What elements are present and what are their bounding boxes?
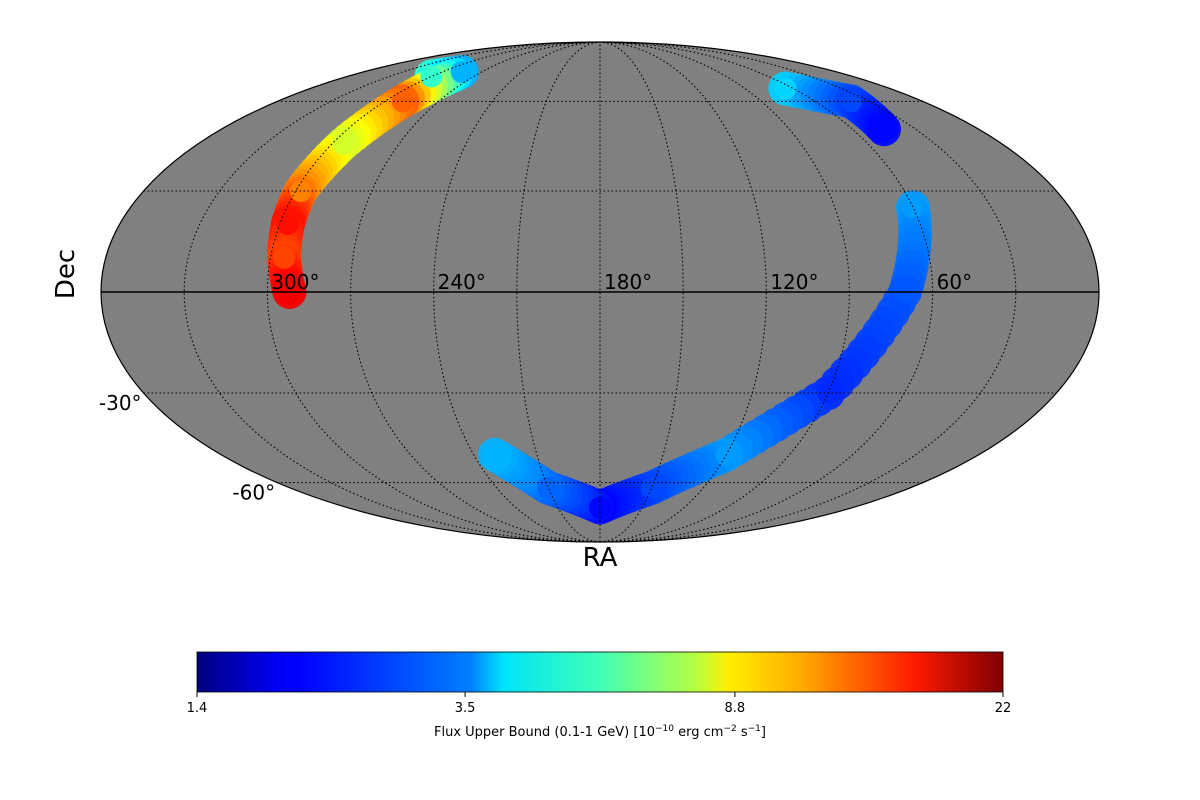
ra-tick-label: 240°	[438, 270, 486, 294]
ra-tick-label: 60°	[937, 270, 972, 294]
flux-point	[537, 476, 560, 499]
flux-point	[450, 60, 473, 83]
flux-point	[273, 246, 296, 269]
meridian-line	[599, 41, 767, 543]
colorbar-label: Flux Upper Bound (0.1-1 GeV) [10−10 erg …	[434, 724, 766, 740]
dec-tick-label: -60°	[232, 481, 275, 505]
colorbar-tick-label: 1.4	[187, 701, 208, 716]
x-axis-title: RA	[583, 543, 618, 573]
flux-point	[391, 90, 414, 113]
ra-tick-labels: 300° 240° 180° 120° 60°	[271, 270, 972, 294]
ra-tick-label: 300°	[271, 270, 319, 294]
flux-point	[589, 496, 611, 519]
colorbar	[196, 651, 1004, 693]
flux-point	[873, 118, 896, 141]
flux-point	[902, 196, 925, 219]
colorbar-tick-label: 22	[995, 701, 1012, 716]
flux-point	[332, 132, 355, 155]
ra-tick-label: 180°	[604, 270, 652, 294]
region-southern-arc	[477, 190, 932, 525]
flux-point	[483, 443, 506, 466]
colorbar-tick-label: 8.8	[725, 701, 746, 716]
flux-point	[420, 65, 443, 88]
meridian-line	[433, 41, 601, 543]
dec-tick-labels: -30° -60°	[99, 391, 275, 505]
region-northeast-patch	[768, 71, 902, 147]
dec-tick-label: -30°	[99, 391, 142, 415]
flux-point	[276, 212, 299, 235]
colorbar-ticks: 1.4 3.5 8.8 22	[187, 692, 1012, 716]
meridian-line	[183, 41, 601, 543]
flux-point	[640, 476, 663, 499]
flux-regions	[267, 54, 932, 525]
meridian-line	[599, 41, 1017, 543]
ra-tick-label: 120°	[770, 270, 818, 294]
flux-point	[840, 90, 863, 113]
colorbar-tick-label: 3.5	[455, 701, 476, 716]
flux-point	[774, 77, 797, 100]
y-axis-title: Dec	[51, 249, 81, 299]
